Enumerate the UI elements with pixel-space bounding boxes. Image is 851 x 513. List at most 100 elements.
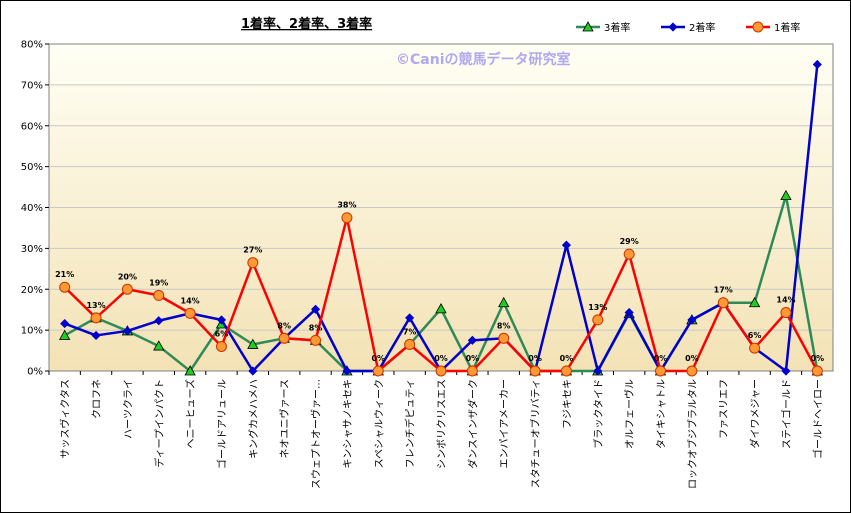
data-point-diamond bbox=[248, 366, 258, 376]
data-point-circle bbox=[752, 21, 764, 33]
y-tick-label: 0% bbox=[27, 367, 43, 378]
x-category-label: オルフェーヴル bbox=[623, 379, 636, 449]
x-category-label: スペシャルウィーク bbox=[373, 379, 385, 468]
x-category-label: ネオユニヴァース bbox=[278, 379, 291, 459]
y-tick-label: 40% bbox=[21, 203, 43, 214]
data-label: 13% bbox=[86, 301, 105, 310]
data-label: 6% bbox=[215, 329, 229, 338]
data-point-triangle bbox=[153, 340, 165, 351]
series-layer bbox=[59, 59, 823, 377]
data-label: 19% bbox=[149, 278, 168, 287]
y-tick-label: 70% bbox=[21, 80, 43, 91]
data-point-diamond bbox=[310, 304, 321, 314]
watermark: ©Caniの競馬データ研究室 bbox=[396, 51, 571, 68]
data-point-triangle bbox=[435, 303, 447, 314]
data-point-diamond bbox=[216, 315, 227, 325]
data-point-circle bbox=[404, 338, 416, 350]
y-tick-label: 20% bbox=[21, 285, 43, 296]
data-point-circle bbox=[592, 314, 604, 326]
data-point-circle bbox=[90, 312, 102, 324]
data-point-circle bbox=[121, 283, 133, 295]
data-point-circle bbox=[153, 289, 165, 301]
x-category-label: クロフネ bbox=[91, 379, 103, 419]
x-category-label: ダンスインザダーク bbox=[466, 379, 479, 469]
x-category-label: スタチューオブリバティ bbox=[529, 379, 542, 488]
data-point-circle bbox=[623, 248, 635, 260]
x-category-label: ロックオブジブラルタル bbox=[686, 379, 699, 489]
data-point-diamond bbox=[405, 313, 415, 323]
data-label: 0% bbox=[685, 354, 699, 363]
data-point-circle bbox=[341, 212, 353, 224]
data-point-diamond bbox=[60, 319, 70, 329]
data-label: 0% bbox=[560, 354, 574, 363]
data-label: 29% bbox=[620, 237, 639, 246]
data-point-circle bbox=[811, 365, 823, 377]
y-tick-label: 80% bbox=[21, 40, 43, 51]
data-point-circle bbox=[498, 332, 510, 344]
x-category-label: キングカメハメハ bbox=[247, 379, 260, 459]
x-category-label: シンボリクリスエス bbox=[436, 379, 448, 469]
data-point-diamond bbox=[154, 316, 164, 326]
data-point-circle bbox=[655, 365, 667, 377]
data-label: 17% bbox=[714, 286, 733, 295]
data-point-circle bbox=[560, 365, 572, 377]
data-point-circle bbox=[466, 365, 478, 377]
x-category-label: ダイワメジャー bbox=[749, 379, 762, 449]
data-point-triangle bbox=[582, 21, 594, 32]
x-category-label: ステイゴールド bbox=[780, 379, 793, 449]
x-category-label: フジキセキ bbox=[561, 379, 573, 429]
data-label: 7% bbox=[403, 327, 417, 336]
x-category-label: ディープインパクト bbox=[153, 379, 166, 468]
legend: 3着率 2着率 1着率 bbox=[576, 21, 800, 34]
legend-label: 2着率 bbox=[689, 21, 715, 34]
data-point-circle bbox=[59, 281, 71, 293]
data-point-diamond bbox=[781, 366, 791, 376]
y-tick-label: 30% bbox=[21, 244, 43, 255]
x-category-label: スウェプトオーヴァー… bbox=[310, 379, 323, 489]
chart-title: 1着率、2着率、3着率 bbox=[241, 16, 372, 32]
gridlines bbox=[49, 84, 833, 331]
data-point-circle bbox=[372, 365, 384, 377]
data-point-triangle bbox=[780, 189, 792, 201]
x-category-label: ハーツクライ bbox=[122, 379, 134, 439]
x-category-label: ブラックタイド bbox=[592, 379, 605, 449]
data-point-diamond bbox=[687, 315, 697, 325]
data-label: 38% bbox=[337, 201, 356, 210]
data-label: 0% bbox=[654, 354, 668, 363]
data-point-triangle bbox=[184, 365, 196, 376]
data-point-circle bbox=[435, 365, 447, 377]
data-label: 6% bbox=[748, 331, 762, 340]
x-category-label: ゴールドアリュール bbox=[215, 379, 228, 469]
data-point-diamond bbox=[342, 366, 352, 376]
data-label: 0% bbox=[371, 354, 385, 363]
data-point-circle bbox=[184, 307, 196, 319]
data-label: 0% bbox=[434, 354, 448, 363]
series-group bbox=[59, 212, 823, 377]
data-point-circle bbox=[247, 257, 259, 269]
x-axis-ticks: サッスヴィクタス クロフネ ハーツクライ ディープインパクト ヘニーヒューズ ゴールドアリ… bbox=[48, 371, 824, 489]
data-label: 8% bbox=[309, 323, 323, 332]
x-category-label: フレンチデピュティ bbox=[404, 379, 417, 468]
x-category-label: ファスリエフ bbox=[719, 379, 730, 439]
data-label: 14% bbox=[776, 296, 795, 305]
data-label: 13% bbox=[588, 303, 607, 312]
x-category-label: サッスヴィクタス bbox=[59, 379, 72, 459]
data-point-circle bbox=[686, 365, 698, 377]
data-point-circle bbox=[717, 297, 729, 309]
data-point-circle bbox=[780, 307, 792, 319]
data-labels: 21% 13% 20% 19% 14% 6% 27% 8% 8% 38% 0% 7% 0% 0% 8% 0% 0… bbox=[55, 201, 824, 363]
y-axis-ticks: 0% 10% 20% 30% 40% 50% 60% 70% 80% bbox=[21, 40, 49, 378]
data-point-triangle bbox=[59, 329, 71, 340]
data-point-diamond bbox=[561, 240, 572, 250]
data-point-circle bbox=[310, 334, 322, 346]
data-label: 0% bbox=[466, 354, 480, 363]
data-point-diamond bbox=[812, 59, 822, 70]
data-point-diamond bbox=[668, 22, 678, 32]
legend-label: 1着率 bbox=[774, 21, 800, 34]
data-label: 8% bbox=[277, 321, 291, 330]
data-point-diamond bbox=[122, 326, 132, 336]
x-category-label: ヘニーヒューズ bbox=[184, 379, 197, 449]
data-label: 0% bbox=[528, 354, 542, 363]
